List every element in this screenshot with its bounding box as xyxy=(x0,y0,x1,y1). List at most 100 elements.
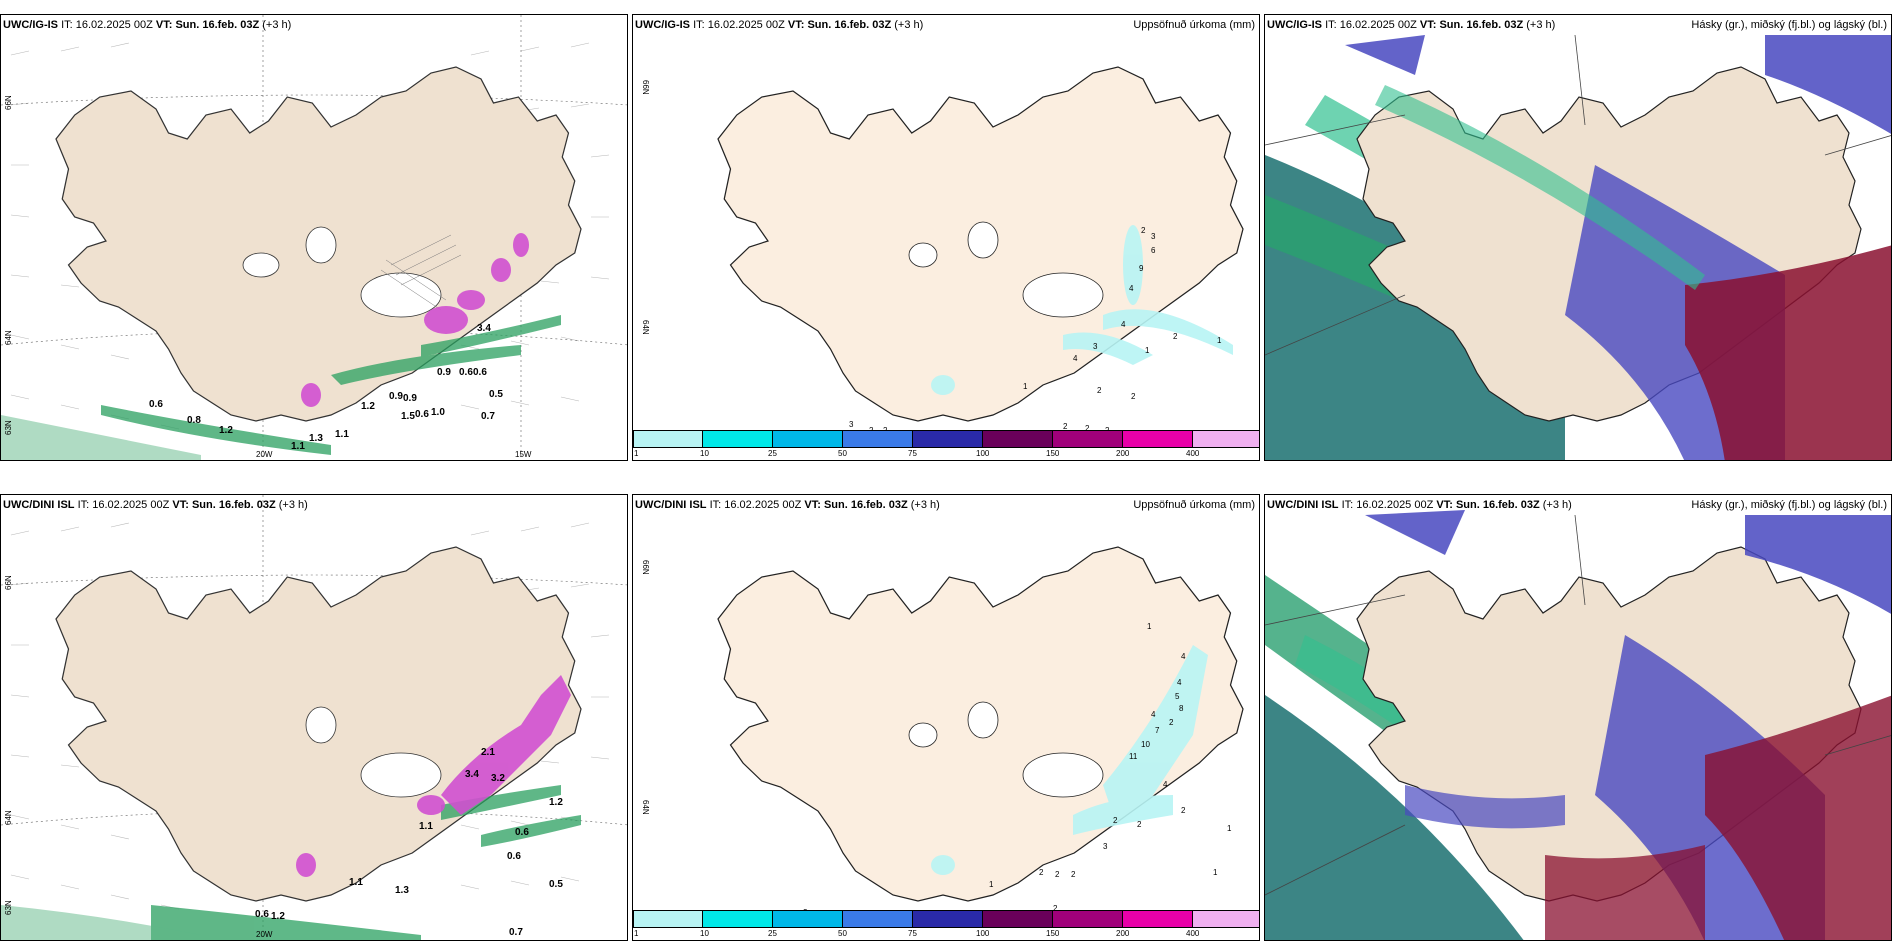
colorbar-cell xyxy=(1053,910,1123,928)
precip-value: 0.9 xyxy=(437,367,451,378)
colorbar-cell xyxy=(773,910,843,928)
precip-value: 0.5 xyxy=(549,879,563,890)
colorbar-label: 150 xyxy=(1046,449,1060,458)
precip-value: 2 xyxy=(1053,904,1058,913)
wind-precip-map: 0.6 0.8 1.2 1.1 1.3 1.1 1.2 0.9 1.5 0.9 … xyxy=(1,15,627,460)
precip-value: 2 xyxy=(1097,386,1102,395)
precip-value: 1.2 xyxy=(271,911,285,922)
model-name: UWC/IG-IS xyxy=(635,19,690,31)
colorbar-cell xyxy=(913,910,983,928)
lat-label: 63N xyxy=(4,420,13,435)
precip-value: 1 xyxy=(1147,622,1152,631)
panel-header: UWC/DINI ISL IT: 16.02.2025 00Z VT: Sun.… xyxy=(1267,499,1572,511)
colorbar-label: 400 xyxy=(1186,449,1200,458)
colorbar-cell xyxy=(703,910,773,928)
precip-value: 2 xyxy=(1055,870,1060,879)
precip-value: 4 xyxy=(1121,320,1126,329)
precip-value: 2 xyxy=(1039,868,1044,877)
colorbar-label: 400 xyxy=(1186,929,1200,938)
lead-time: (+3 h) xyxy=(278,499,308,511)
precip-value: 4 xyxy=(1181,652,1186,661)
valid-time: Sun. 16.feb. 03Z xyxy=(191,499,276,511)
init-time: 16.02.2025 00Z xyxy=(92,499,170,511)
precip-value: 2 xyxy=(1113,816,1118,825)
lat-label: 66N xyxy=(641,80,650,95)
precip-value: 11 xyxy=(1129,752,1138,761)
precip-value: 0.9 xyxy=(389,391,403,402)
lat-label: 66N xyxy=(4,575,13,590)
precip-value: 2 xyxy=(1137,820,1142,829)
panel-title: Uppsöfnuð úrkoma (mm) xyxy=(1133,499,1255,511)
precip-value: 1.2 xyxy=(361,401,375,412)
precip-value: 2 xyxy=(1141,226,1146,235)
lat-label: 63N xyxy=(4,900,13,915)
precip-value: 0.7 xyxy=(509,927,523,938)
model-name: UWC/DINI ISL xyxy=(635,499,707,511)
precip-value: 1.2 xyxy=(549,797,563,808)
panel-header: UWC/IG-IS IT: 16.02.2025 00Z VT: Sun. 16… xyxy=(1267,19,1556,31)
colorbar-cell xyxy=(983,910,1053,928)
precip-value: 0.8 xyxy=(187,415,201,426)
colorbar-cell xyxy=(1193,430,1259,448)
lead-time: (+3 h) xyxy=(262,19,292,31)
precip-value: 0.6 xyxy=(507,851,521,862)
precip-value: 3.4 xyxy=(477,323,491,334)
colorbar-label: 25 xyxy=(768,929,777,938)
panel-title: Hásky (gr.), miðský (fj.bl.) og lágský (… xyxy=(1691,499,1887,511)
precip-value: 4 xyxy=(1177,678,1182,687)
precip-value: 1.1 xyxy=(349,877,363,888)
init-time: 16.02.2025 00Z xyxy=(1339,19,1417,31)
panel-bottom-left: UWC/DINI ISL IT: 16.02.2025 00Z VT: Sun.… xyxy=(0,494,628,941)
init-time: 16.02.2025 00Z xyxy=(724,499,802,511)
panel-header: UWC/DINI ISL IT: 16.02.2025 00Z VT: Sun.… xyxy=(635,499,940,511)
panel-header: UWC/IG-IS IT: 16.02.2025 00Z VT: Sun. 16… xyxy=(3,19,292,31)
precip-value: 9 xyxy=(1139,264,1144,273)
precip-value: 1.1 xyxy=(291,441,305,452)
colorbar-label: 1 xyxy=(634,449,639,458)
cloud-cover-map xyxy=(1265,15,1891,460)
valid-time: Sun. 16.feb. 03Z xyxy=(823,499,908,511)
init-time: 16.02.2025 00Z xyxy=(707,19,785,31)
colorbar-cell xyxy=(983,430,1053,448)
colorbar-label: 75 xyxy=(908,929,917,938)
precip-value: 4 xyxy=(1163,780,1168,789)
precip-value: 1.0 xyxy=(431,407,445,418)
precip-colorbar: 1 10 25 50 75 100 150 200 400 xyxy=(633,910,1259,940)
lon-label: 15W xyxy=(515,450,532,459)
precip-value: 0.9 xyxy=(403,393,417,404)
panel-header: UWC/DINI ISL IT: 16.02.2025 00Z VT: Sun.… xyxy=(3,499,308,511)
lat-label: 64N xyxy=(641,320,650,335)
precip-value: 1 xyxy=(1213,868,1218,877)
precip-value: 10 xyxy=(1141,740,1150,749)
colorbar-cell xyxy=(703,430,773,448)
cloud-cover-map xyxy=(1265,495,1891,940)
precip-value: 2 xyxy=(1169,718,1174,727)
init-time: 16.02.2025 00Z xyxy=(1356,499,1434,511)
precip-value: 4 xyxy=(1073,354,1078,363)
colorbar-label: 100 xyxy=(976,929,990,938)
precip-value: 1 xyxy=(989,880,994,889)
precip-value: 3 xyxy=(849,420,854,429)
precip-value: 3 xyxy=(1103,842,1108,851)
panel-bottom-middle: UWC/DINI ISL IT: 16.02.2025 00Z VT: Sun.… xyxy=(632,494,1260,941)
accumulated-precip-map: 2 3 6 9 4 4 2 3 1 1 4 2 2 2 2 2 3 2 2 1 … xyxy=(641,66,1244,435)
precip-value: 2 xyxy=(1063,422,1068,431)
precip-value: 8 xyxy=(1179,704,1184,713)
colorbar-label: 25 xyxy=(768,449,777,458)
precip-value: 5 xyxy=(1175,692,1180,701)
lat-label: 64N xyxy=(641,800,650,815)
precip-value: 1.3 xyxy=(395,885,409,896)
lat-label: 64N xyxy=(4,810,13,825)
precip-value: 3.2 xyxy=(491,773,505,784)
precip-value: 1 xyxy=(1227,824,1232,833)
valid-time: Sun. 16.feb. 03Z xyxy=(1439,19,1524,31)
precip-value: 2 xyxy=(1085,424,1090,433)
panel-title: Hásky (gr.), miðský (fj.bl.) og lágský (… xyxy=(1691,19,1887,31)
model-name: UWC/IG-IS xyxy=(3,19,58,31)
precip-value: 3 xyxy=(1093,342,1098,351)
precip-value: 2.1 xyxy=(481,747,495,758)
lat-label: 66N xyxy=(4,95,13,110)
colorbar-label: 100 xyxy=(976,449,990,458)
precip-value: 4 xyxy=(1151,710,1156,719)
valid-time: Sun. 16.feb. 03Z xyxy=(1455,499,1540,511)
